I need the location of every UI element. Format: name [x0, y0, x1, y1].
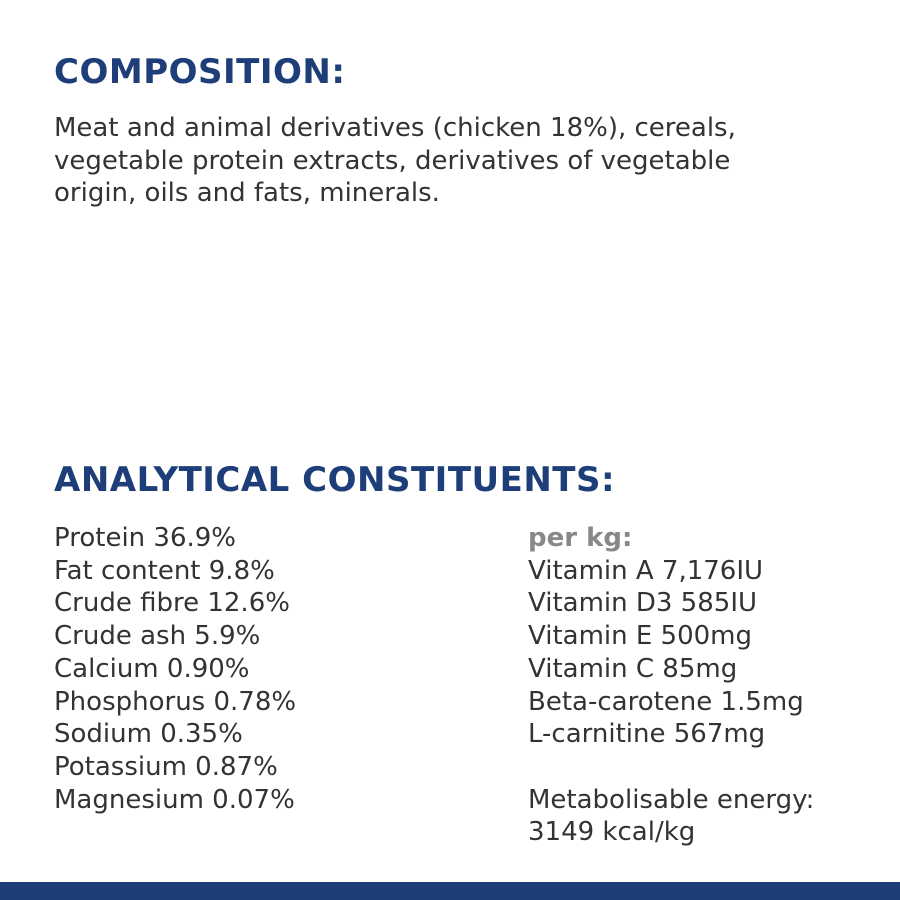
text-line: Calcium 0.90% [54, 653, 250, 684]
text-line: Vitamin C 85mg [528, 653, 738, 684]
text-line: Protein 36.9% [54, 523, 236, 553]
text-line: Crude ash 5.9% [54, 621, 261, 652]
text-line: origin, oils and fats, minerals. [54, 178, 440, 208]
footer-bar [0, 882, 900, 900]
text-line: Phosphorus 0.78% [54, 686, 297, 717]
right-column: per kg: Vitamin A 7,176IU Vitamin D3 585IU… [528, 522, 814, 849]
text-line: 3149 kcal/kg [528, 817, 696, 848]
text-line: Beta-carotene 1.5mg [528, 686, 804, 717]
text-line: Vitamin E 500mg [528, 621, 753, 652]
left-column: Protein 36.9% Fat content 9.8% Crude fibre… [54, 522, 296, 816]
text-line: Magnesium 0.07% [54, 784, 295, 815]
composition-text: Meat and animal derivatives (chicken 18%… [54, 112, 736, 210]
text-line: Vitamin D3 585IU [528, 588, 758, 619]
text-line: Fat content 9.8% [54, 555, 275, 586]
text-line: Vitamin A 7,176IU [528, 555, 764, 586]
text-line: per kg: [528, 523, 633, 553]
text-line: L-carnitine 567mg [528, 719, 766, 750]
text-line: Potassium 0.87% [54, 751, 278, 782]
text-line: Sodium 0.35% [54, 719, 243, 750]
text-line: Meat and animal derivatives (chicken 18%… [54, 113, 736, 143]
text-line: vegetable protein extracts, derivatives … [54, 145, 731, 176]
text-line: Metabolisable energy: [528, 784, 815, 815]
composition-title: COMPOSITION: [54, 52, 346, 92]
text-line: Crude fibre 12.6% [54, 588, 290, 619]
analytical-title: ANALYTICAL CONSTITUENTS: [54, 460, 616, 500]
